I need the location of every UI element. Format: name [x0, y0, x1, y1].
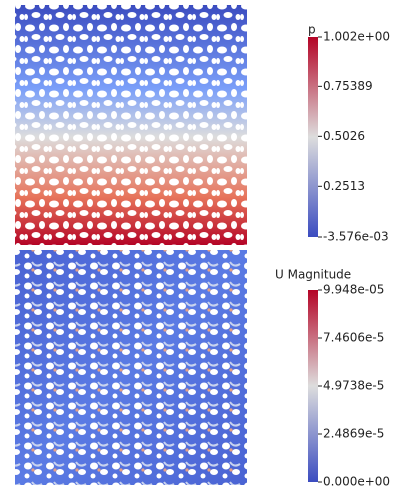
tick-label: 0.000e+00 [323, 475, 390, 488]
tick-label: 0.5026 [323, 129, 365, 143]
tick-label: -3.576e-03 [323, 230, 389, 244]
tick-label: 0.75389 [323, 79, 373, 93]
visualization: p 1.002e+00 0.75389 0.5026 0.2513 -3.576e-03 U… [0, 0, 411, 488]
colorbar-title: U Magnitude [275, 268, 351, 282]
colorbar [308, 37, 318, 237]
tick-label: 7.4606e-5 [323, 331, 384, 345]
velocity-field [15, 250, 247, 485]
tick-label: 1.002e+00 [323, 30, 390, 44]
pressure-field [15, 5, 247, 245]
colorbar [308, 290, 318, 482]
tick-label: 2.4869e-5 [323, 427, 384, 441]
tick-label: 4.9738e-5 [323, 379, 384, 393]
tick-label: 9.948e-05 [323, 283, 384, 297]
tick-label: 0.2513 [323, 179, 365, 193]
colorbar-title: p [308, 23, 316, 37]
